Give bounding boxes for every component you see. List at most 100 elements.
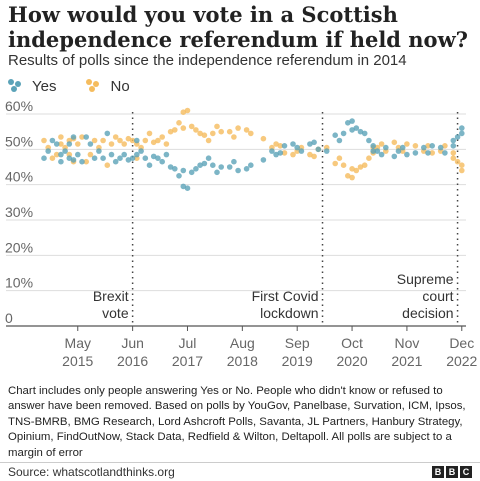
data-point-yes: [58, 158, 64, 165]
event-label: Supreme: [397, 271, 454, 287]
data-point-no: [277, 143, 284, 149]
data-point-yes: [294, 144, 301, 151]
scatter-chart: 0 10% 20% 30% 40% 50% 60% May 2015 Jun 2016 Jul 2017…: [5, 100, 478, 369]
data-point-no: [41, 137, 47, 144]
data-point-no: [159, 134, 165, 140]
data-point-no: [412, 143, 419, 149]
data-point-no: [404, 141, 410, 147]
data-point-no: [58, 134, 64, 140]
data-point-yes: [315, 146, 322, 153]
data-point-yes: [345, 120, 351, 126]
data-point-yes: [163, 151, 170, 158]
data-point-yes: [378, 151, 385, 158]
data-point-no: [49, 155, 56, 161]
event-label: lockdown: [260, 305, 318, 321]
data-point-yes: [41, 155, 47, 161]
data-point-yes: [404, 151, 410, 158]
data-point-yes: [273, 151, 279, 158]
data-point-yes: [370, 143, 377, 149]
data-point-yes: [235, 167, 241, 174]
data-point-no: [53, 151, 60, 158]
x-tick-label-year: 2017: [172, 353, 203, 369]
data-point-no: [83, 158, 89, 165]
data-point-yes: [193, 166, 199, 172]
data-point-yes: [361, 130, 368, 137]
x-tick-label-year: 2018: [227, 353, 258, 369]
y-tick-label: 10%: [5, 275, 33, 291]
data-point-no: [201, 132, 208, 138]
data-point-yes: [450, 143, 457, 149]
data-point-yes: [117, 155, 123, 161]
data-point-yes: [425, 150, 431, 156]
data-point-yes: [395, 148, 402, 154]
data-point-yes: [298, 148, 305, 154]
data-point-yes: [184, 185, 191, 191]
data-point-no: [167, 128, 174, 135]
y-tick-label: 30%: [5, 204, 33, 220]
data-point-yes: [172, 166, 178, 172]
data-point-no: [180, 109, 187, 115]
data-point-yes: [129, 155, 136, 161]
data-point-yes: [243, 166, 250, 172]
data-point-yes: [226, 164, 233, 170]
data-point-yes: [201, 160, 208, 167]
data-point-yes: [421, 144, 427, 151]
data-point-no: [218, 128, 224, 135]
data-point-no: [193, 127, 199, 133]
data-point-yes: [134, 151, 140, 158]
data-point-no: [210, 130, 216, 137]
data-point-yes: [159, 158, 165, 165]
data-point-yes: [218, 164, 224, 170]
data-point-yes: [134, 137, 140, 144]
data-point-yes: [214, 169, 220, 176]
data-point-yes: [399, 144, 406, 151]
data-point-yes: [53, 141, 60, 147]
legend-item-yes: Yes: [8, 78, 56, 95]
data-point-yes: [332, 132, 339, 138]
data-point-yes: [100, 155, 106, 161]
data-point-no: [378, 141, 385, 147]
legend-label-no: No: [110, 77, 130, 95]
data-point-yes: [349, 127, 355, 133]
x-tick-label-month: Jun: [121, 335, 144, 351]
data-point-no: [146, 130, 153, 137]
data-point-yes: [87, 141, 94, 147]
x-tick-label-year: 2022: [446, 353, 477, 369]
event-label: Brexit: [93, 288, 129, 304]
x-tick-label-month: Dec: [449, 335, 474, 351]
data-point-no: [176, 120, 182, 126]
data-point-no: [290, 151, 296, 158]
data-point-no: [172, 127, 178, 133]
data-point-yes: [277, 150, 284, 156]
data-point-yes: [290, 141, 296, 147]
legend-swatch-no: [86, 79, 100, 93]
data-point-yes: [374, 148, 381, 154]
data-point-yes: [336, 137, 343, 144]
data-point-yes: [459, 125, 465, 131]
data-point-no: [459, 167, 465, 174]
data-point-no: [459, 162, 465, 168]
legend: Yes No: [8, 76, 160, 96]
data-point-yes: [340, 130, 347, 137]
data-point-yes: [454, 134, 461, 140]
data-point-yes: [260, 157, 267, 163]
data-point-yes: [353, 125, 360, 131]
data-point-yes: [231, 158, 237, 165]
data-point-no: [260, 135, 267, 142]
chart-note: Chart includes only people answering Yes…: [8, 385, 466, 459]
x-tick-label-month: May: [65, 335, 91, 351]
data-point-yes: [370, 148, 377, 154]
chart-title: How would you vote in a Scottish indepen…: [8, 2, 468, 52]
chart-subtitle: Results of polls since the independence …: [8, 52, 407, 69]
data-point-yes: [75, 151, 81, 158]
data-point-yes: [83, 134, 89, 140]
data-point-yes: [442, 150, 448, 156]
data-point-yes: [205, 155, 212, 161]
y-tick-label: 20%: [5, 239, 33, 255]
data-point-yes: [281, 143, 288, 149]
data-point-yes: [437, 144, 444, 151]
data-point-no: [248, 130, 254, 137]
data-point-no: [197, 130, 203, 137]
data-point-yes: [391, 153, 398, 160]
